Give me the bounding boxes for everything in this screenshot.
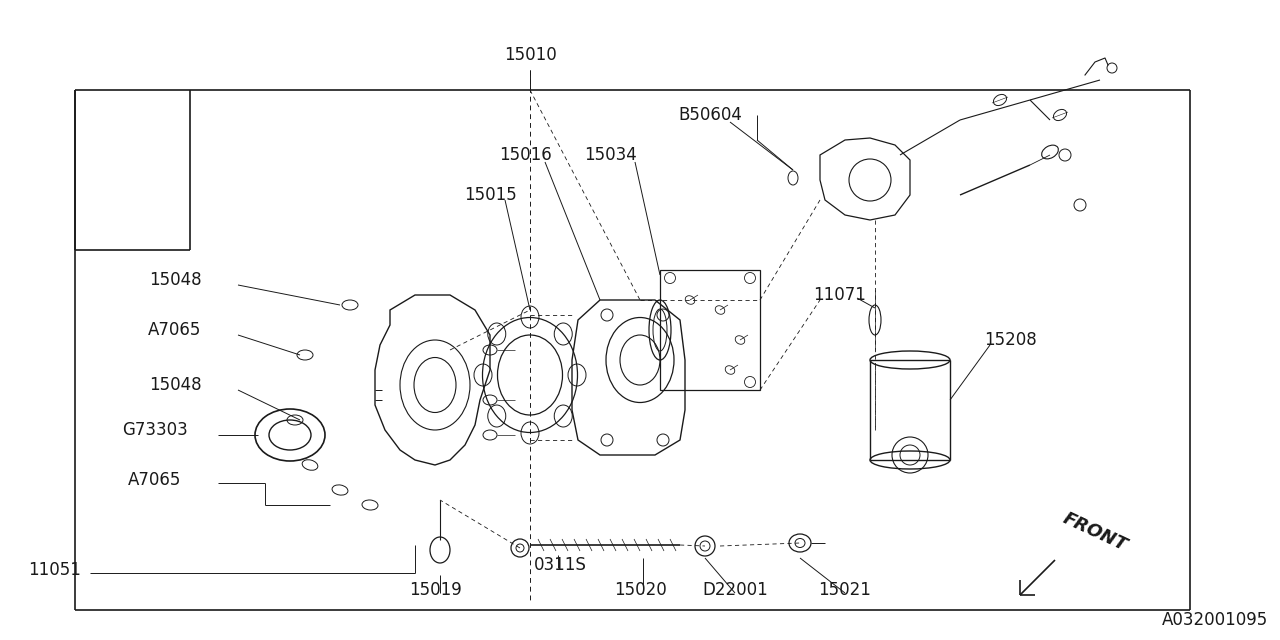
Text: 15019: 15019 [408,581,461,599]
Text: 15034: 15034 [584,146,636,164]
Text: 15010: 15010 [503,46,557,64]
Text: G73303: G73303 [122,421,188,439]
Text: A7065: A7065 [128,471,182,489]
Text: D22001: D22001 [703,581,768,599]
Text: 15021: 15021 [819,581,872,599]
Text: 15048: 15048 [148,271,201,289]
Text: 15016: 15016 [499,146,552,164]
Text: 11071: 11071 [814,286,867,304]
Text: 15015: 15015 [463,186,516,204]
Text: 15048: 15048 [148,376,201,394]
Text: FRONT: FRONT [1060,509,1130,555]
Text: A7065: A7065 [148,321,202,339]
Text: 15020: 15020 [613,581,667,599]
Text: B50604: B50604 [678,106,742,124]
Text: 15208: 15208 [983,331,1037,349]
Text: A032001095: A032001095 [1162,611,1268,629]
Text: 0311S: 0311S [534,556,586,574]
Text: 11051: 11051 [28,561,82,579]
